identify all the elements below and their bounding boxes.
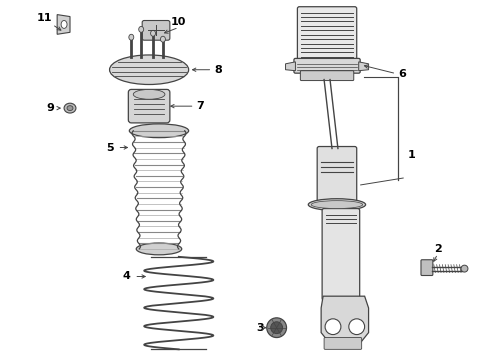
FancyBboxPatch shape — [297, 7, 357, 62]
Polygon shape — [286, 62, 295, 71]
Ellipse shape — [61, 21, 67, 28]
Ellipse shape — [270, 322, 283, 334]
Ellipse shape — [311, 201, 363, 208]
Ellipse shape — [160, 36, 166, 42]
Text: 10: 10 — [171, 18, 187, 27]
Ellipse shape — [267, 318, 287, 338]
Text: 7: 7 — [196, 101, 204, 111]
Ellipse shape — [133, 89, 165, 99]
Ellipse shape — [129, 124, 189, 138]
Ellipse shape — [64, 103, 76, 113]
Text: 6: 6 — [398, 69, 406, 79]
FancyBboxPatch shape — [142, 21, 170, 40]
Polygon shape — [359, 62, 368, 71]
Text: 1: 1 — [408, 150, 416, 161]
Ellipse shape — [129, 34, 134, 40]
Ellipse shape — [325, 319, 341, 334]
Text: 2: 2 — [434, 244, 441, 254]
Polygon shape — [57, 15, 70, 34]
Text: 3: 3 — [256, 323, 264, 333]
Polygon shape — [321, 296, 368, 342]
FancyBboxPatch shape — [324, 338, 362, 349]
FancyBboxPatch shape — [421, 260, 433, 275]
Text: 9: 9 — [46, 103, 54, 113]
FancyBboxPatch shape — [300, 71, 354, 81]
Ellipse shape — [308, 199, 366, 211]
FancyBboxPatch shape — [128, 89, 170, 123]
Text: 4: 4 — [122, 271, 130, 282]
FancyBboxPatch shape — [317, 147, 357, 207]
FancyBboxPatch shape — [294, 58, 360, 73]
FancyBboxPatch shape — [322, 208, 360, 300]
Ellipse shape — [461, 265, 468, 272]
Ellipse shape — [110, 55, 189, 85]
Text: 8: 8 — [215, 65, 222, 75]
Text: 5: 5 — [106, 143, 113, 153]
Ellipse shape — [136, 243, 182, 255]
Ellipse shape — [349, 319, 365, 334]
Ellipse shape — [139, 26, 144, 32]
Ellipse shape — [150, 30, 155, 36]
Ellipse shape — [67, 106, 73, 111]
Text: 11: 11 — [37, 13, 52, 23]
